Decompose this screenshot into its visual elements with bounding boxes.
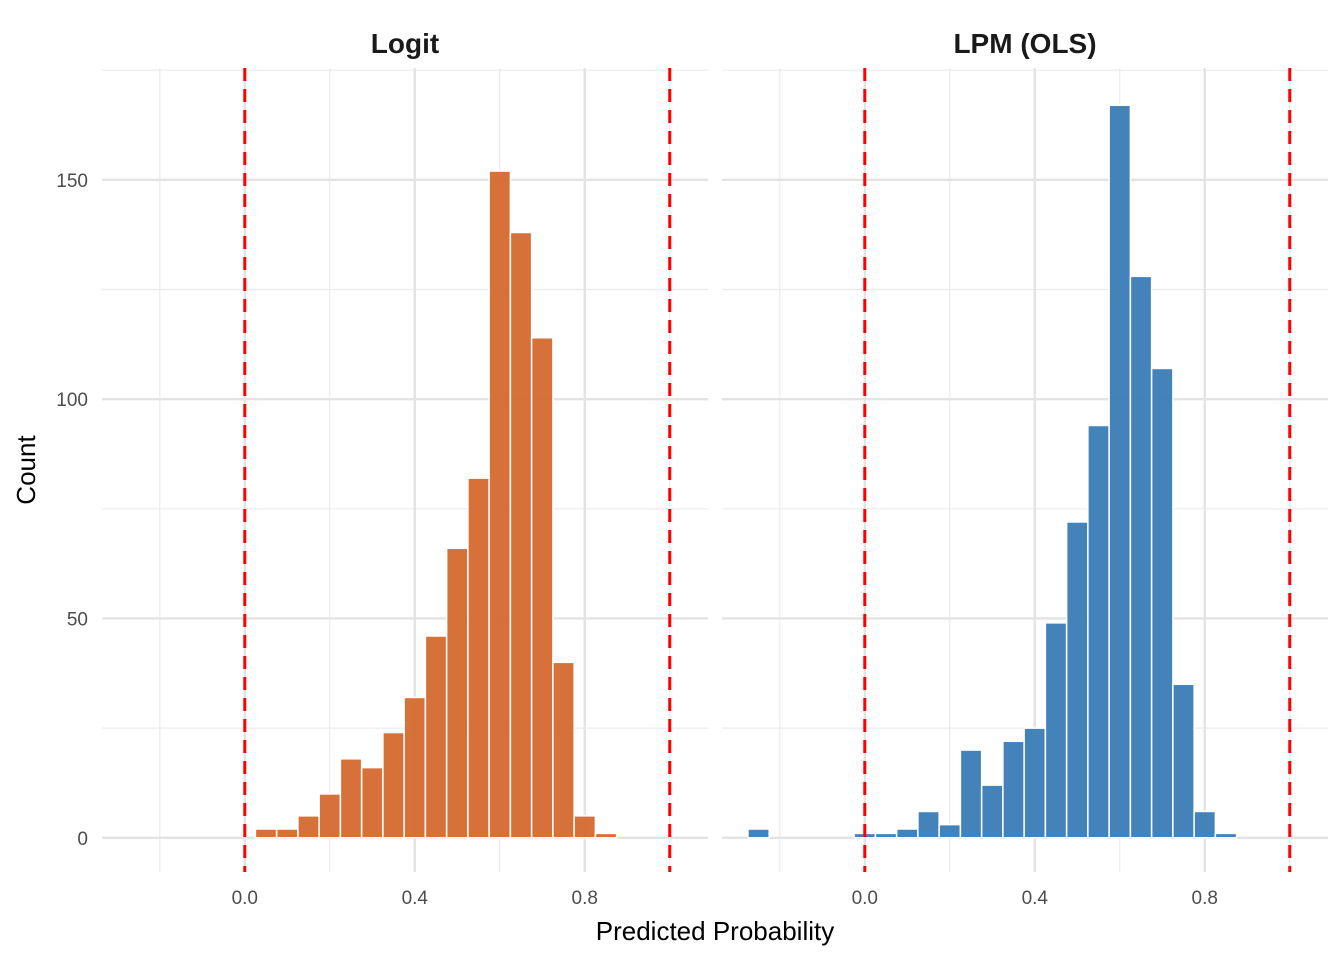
histogram-bar — [874, 832, 898, 839]
facet-title: LPM (OLS) — [953, 28, 1096, 59]
histogram-bar — [488, 170, 512, 839]
x-tick-label: 0.8 — [1192, 888, 1218, 909]
histogram-bar — [594, 832, 618, 839]
y-axis-title: Count — [11, 435, 41, 505]
y-tick-label: 0 — [77, 829, 88, 850]
y-tick-label: 150 — [56, 171, 88, 192]
histogram-bar — [382, 731, 405, 839]
histogram-bar — [959, 749, 983, 839]
panel-logit: 0.0 0.4 0.8 Logit — [102, 28, 708, 909]
histogram-bar — [917, 810, 940, 839]
histogram-bar — [254, 828, 278, 839]
histogram-bar — [339, 758, 363, 839]
histogram-bar — [552, 661, 575, 839]
histogram-bar — [1108, 104, 1132, 839]
histogram-bar — [1023, 727, 1047, 839]
y-tick-label: 50 — [67, 609, 88, 630]
x-tick-label: 0.4 — [1022, 888, 1049, 909]
panel-lpm-ols: 0.0 0.4 0.8 LPM (OLS) — [722, 28, 1328, 909]
histogram-bar — [318, 793, 342, 839]
histogram-bar — [938, 823, 962, 839]
histogram-bar — [747, 828, 770, 839]
histogram-bar — [1087, 424, 1110, 839]
histogram-bar — [297, 815, 320, 839]
histogram-bar — [1150, 367, 1174, 839]
histogram-bar — [1065, 521, 1089, 839]
x-tick-label: 0.8 — [572, 888, 598, 909]
histogram-bar — [509, 231, 533, 839]
histogram-bar — [445, 547, 469, 839]
histogram-bar — [530, 337, 554, 839]
histogram-bar — [895, 828, 919, 839]
histogram-bar — [1044, 622, 1068, 839]
y-tick-label: 100 — [56, 390, 88, 411]
x-axis-title: Predicted Probability — [596, 916, 834, 946]
histogram-bar — [467, 477, 490, 839]
histogram-bar — [980, 784, 1004, 839]
x-tick-label: 0.4 — [402, 888, 429, 909]
histogram-bar — [424, 635, 448, 839]
histogram-bar — [1129, 275, 1153, 839]
histogram-bar — [275, 828, 299, 839]
x-tick-label: 0.0 — [232, 888, 258, 909]
histogram-bar — [573, 815, 597, 839]
histogram-bar — [403, 696, 427, 839]
histogram-bar — [1172, 683, 1195, 839]
x-tick-label: 0.0 — [852, 888, 878, 909]
histogram-bar — [1002, 740, 1025, 839]
histogram-bar — [360, 766, 384, 839]
histogram-bar — [1193, 810, 1217, 839]
histogram-bar — [1214, 832, 1238, 839]
facet-title: Logit — [371, 28, 439, 59]
